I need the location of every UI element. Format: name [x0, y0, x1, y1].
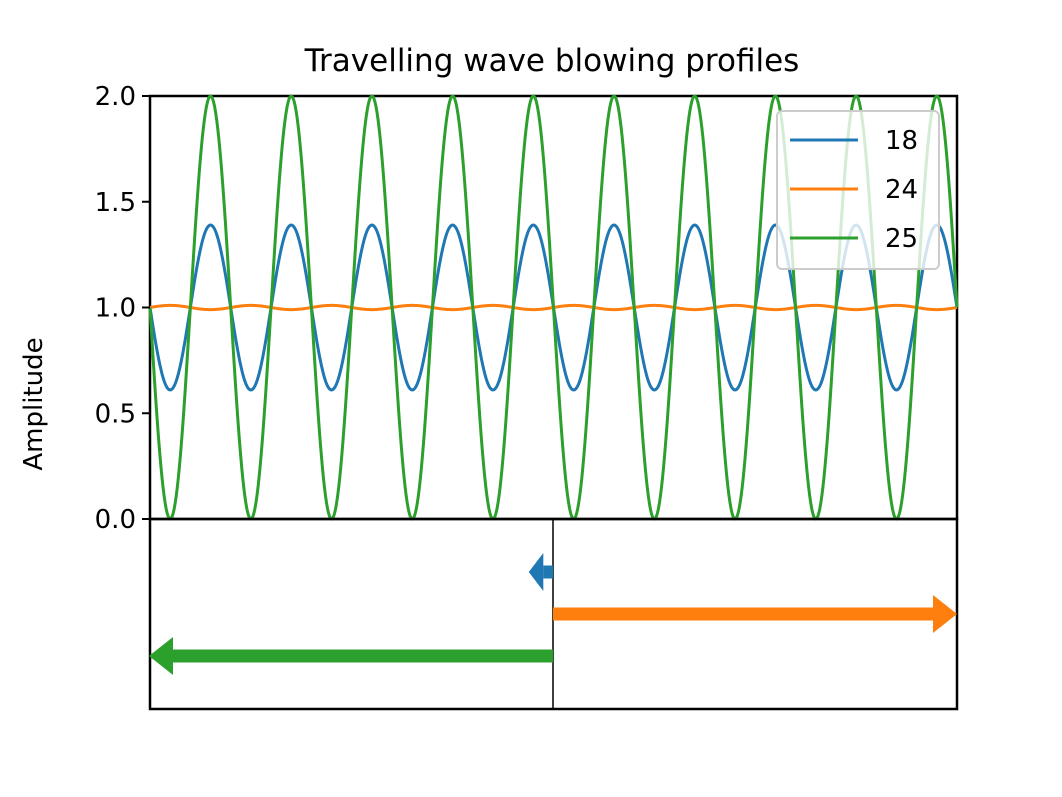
y-tick-label: 2.0: [95, 82, 136, 112]
y-tick-label: 0.5: [95, 399, 136, 429]
direction-arrow-head: [933, 595, 957, 633]
y-axis-label: Amplitude: [19, 337, 49, 470]
legend-label-24: 24: [885, 175, 918, 205]
y-tick-label: 1.0: [95, 294, 136, 324]
direction-arrow-head: [528, 553, 544, 591]
y-tick-label: 0.0: [95, 505, 136, 535]
series-layer: [148, 94, 959, 521]
direction-arrow-head: [149, 637, 173, 675]
series-line-25: [148, 94, 959, 521]
direction-panel: [148, 517, 959, 711]
y-ticks: 0.0 0.5 1.0 1.5 2.0: [95, 82, 150, 535]
direction-arrow-18: [528, 553, 553, 591]
chart-title: Travelling wave blowing profiles: [304, 43, 800, 79]
legend-label-18: 18: [885, 126, 918, 156]
direction-arrow-24: [553, 595, 957, 633]
y-tick-label: 1.5: [95, 188, 136, 218]
legend-items: 18 24 25: [790, 126, 918, 254]
direction-arrow-25: [149, 637, 553, 675]
direction-arrows: [149, 553, 957, 675]
legend: 18 24 25: [776, 110, 940, 270]
legend-label-25: 25: [885, 224, 918, 254]
